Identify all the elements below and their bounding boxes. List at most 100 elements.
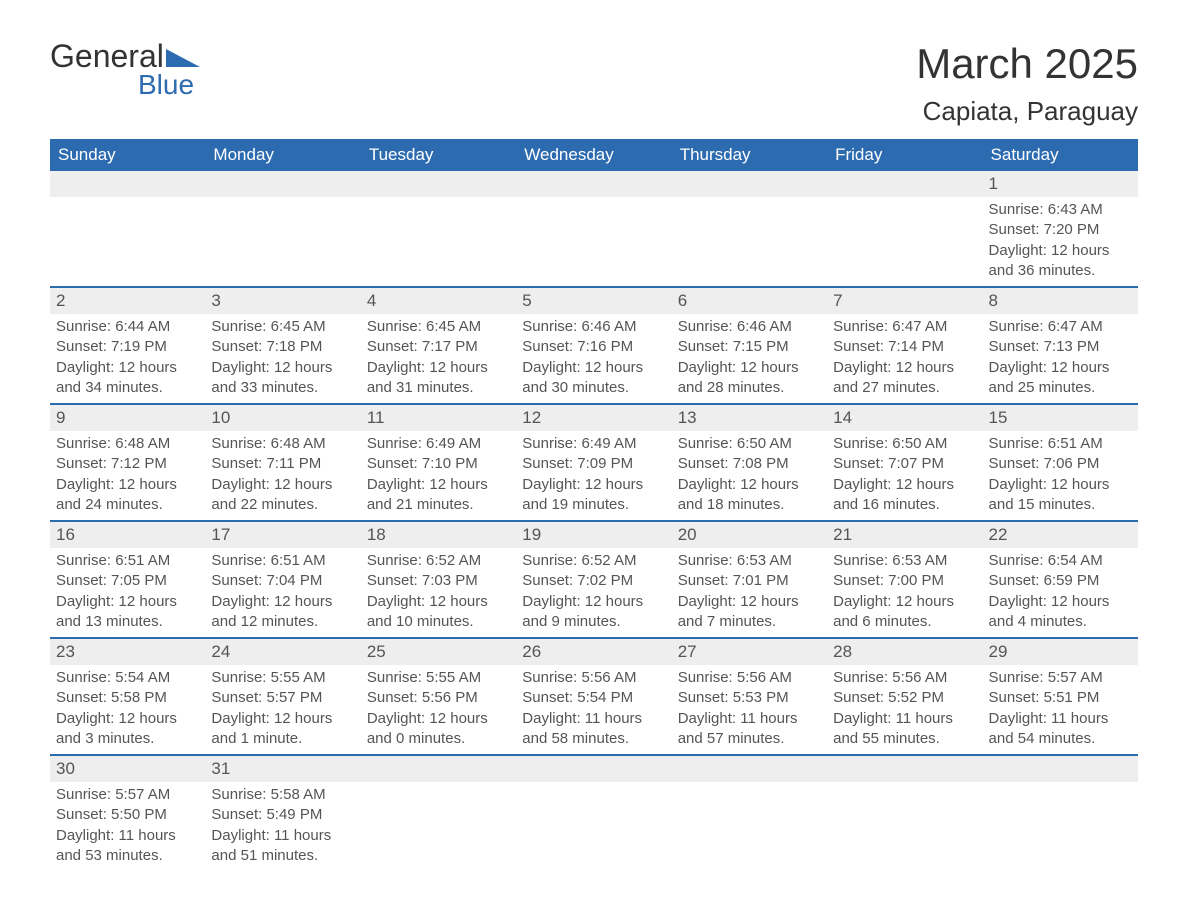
day-info-cell: Sunrise: 6:53 AMSunset: 7:01 PMDaylight:… <box>672 548 827 638</box>
daylight-line: Daylight: 12 hours and 1 minute. <box>211 709 354 750</box>
daylight-line: Daylight: 12 hours and 34 minutes. <box>56 358 199 399</box>
day-info-cell: Sunrise: 6:48 AMSunset: 7:11 PMDaylight:… <box>205 431 360 521</box>
sunrise-line: Sunrise: 6:49 AM <box>367 434 510 454</box>
sunrise-line: Sunrise: 5:58 AM <box>211 785 354 805</box>
sunset-line: Sunset: 7:17 PM <box>367 337 510 357</box>
calendar-body: 1Sunrise: 6:43 AMSunset: 7:20 PMDaylight… <box>50 171 1138 871</box>
sunset-line: Sunset: 7:13 PM <box>989 337 1132 357</box>
sunset-line: Sunset: 7:09 PM <box>522 454 665 474</box>
day-number-cell: 13 <box>672 404 827 431</box>
day-number-cell <box>827 171 982 197</box>
week-info-row: Sunrise: 5:57 AMSunset: 5:50 PMDaylight:… <box>50 782 1138 871</box>
daylight-line: Daylight: 12 hours and 4 minutes. <box>989 592 1132 633</box>
sunrise-line: Sunrise: 6:47 AM <box>833 317 976 337</box>
daylight-line: Daylight: 12 hours and 30 minutes. <box>522 358 665 399</box>
day-info-cell: Sunrise: 5:54 AMSunset: 5:58 PMDaylight:… <box>50 665 205 755</box>
daylight-line: Daylight: 12 hours and 18 minutes. <box>678 475 821 516</box>
calendar-table: SundayMondayTuesdayWednesdayThursdayFrid… <box>50 139 1138 871</box>
sunset-line: Sunset: 7:18 PM <box>211 337 354 357</box>
day-info-cell: Sunrise: 6:47 AMSunset: 7:13 PMDaylight:… <box>983 314 1138 404</box>
day-number-cell <box>516 755 671 782</box>
day-info-cell: Sunrise: 6:45 AMSunset: 7:18 PMDaylight:… <box>205 314 360 404</box>
daylight-line: Daylight: 12 hours and 24 minutes. <box>56 475 199 516</box>
week-daynum-row: 9101112131415 <box>50 404 1138 431</box>
day-number-cell: 22 <box>983 521 1138 548</box>
week-daynum-row: 3031 <box>50 755 1138 782</box>
sunset-line: Sunset: 7:01 PM <box>678 571 821 591</box>
sunset-line: Sunset: 7:20 PM <box>989 220 1132 240</box>
sunset-line: Sunset: 5:49 PM <box>211 805 354 825</box>
daylight-line: Daylight: 12 hours and 33 minutes. <box>211 358 354 399</box>
sunset-line: Sunset: 5:50 PM <box>56 805 199 825</box>
daylight-line: Daylight: 12 hours and 31 minutes. <box>367 358 510 399</box>
sunset-line: Sunset: 7:12 PM <box>56 454 199 474</box>
day-info-cell: Sunrise: 6:48 AMSunset: 7:12 PMDaylight:… <box>50 431 205 521</box>
day-number-cell: 29 <box>983 638 1138 665</box>
sunrise-line: Sunrise: 5:55 AM <box>367 668 510 688</box>
sunset-line: Sunset: 7:02 PM <box>522 571 665 591</box>
day-info-cell: Sunrise: 6:52 AMSunset: 7:02 PMDaylight:… <box>516 548 671 638</box>
logo-triangle-icon <box>166 40 200 72</box>
daylight-line: Daylight: 11 hours and 58 minutes. <box>522 709 665 750</box>
day-info-cell: Sunrise: 5:58 AMSunset: 5:49 PMDaylight:… <box>205 782 360 871</box>
page-title: March 2025 <box>916 40 1138 88</box>
week-info-row: Sunrise: 6:44 AMSunset: 7:19 PMDaylight:… <box>50 314 1138 404</box>
sunrise-line: Sunrise: 6:44 AM <box>56 317 199 337</box>
day-info-cell <box>983 782 1138 871</box>
weekday-header: Tuesday <box>361 139 516 171</box>
sunset-line: Sunset: 7:19 PM <box>56 337 199 357</box>
sunset-line: Sunset: 7:14 PM <box>833 337 976 357</box>
logo-text-bottom: Blue <box>138 72 194 97</box>
day-number-cell: 4 <box>361 287 516 314</box>
weekday-header: Sunday <box>50 139 205 171</box>
day-info-cell: Sunrise: 6:43 AMSunset: 7:20 PMDaylight:… <box>983 197 1138 287</box>
header: General Blue March 2025 Capiata, Paragua… <box>50 40 1138 127</box>
day-number-cell: 19 <box>516 521 671 548</box>
daylight-line: Daylight: 12 hours and 28 minutes. <box>678 358 821 399</box>
day-number-cell: 7 <box>827 287 982 314</box>
week-daynum-row: 23242526272829 <box>50 638 1138 665</box>
sunrise-line: Sunrise: 5:56 AM <box>678 668 821 688</box>
sunrise-line: Sunrise: 6:48 AM <box>56 434 199 454</box>
daylight-line: Daylight: 11 hours and 53 minutes. <box>56 826 199 867</box>
sunrise-line: Sunrise: 6:54 AM <box>989 551 1132 571</box>
sunset-line: Sunset: 7:06 PM <box>989 454 1132 474</box>
day-info-cell: Sunrise: 6:51 AMSunset: 7:04 PMDaylight:… <box>205 548 360 638</box>
sunset-line: Sunset: 7:15 PM <box>678 337 821 357</box>
daylight-line: Daylight: 12 hours and 19 minutes. <box>522 475 665 516</box>
sunset-line: Sunset: 7:03 PM <box>367 571 510 591</box>
week-daynum-row: 1 <box>50 171 1138 197</box>
daylight-line: Daylight: 12 hours and 10 minutes. <box>367 592 510 633</box>
day-info-cell <box>361 197 516 287</box>
daylight-line: Daylight: 12 hours and 9 minutes. <box>522 592 665 633</box>
sunrise-line: Sunrise: 6:43 AM <box>989 200 1132 220</box>
daylight-line: Daylight: 12 hours and 25 minutes. <box>989 358 1132 399</box>
sunrise-line: Sunrise: 6:45 AM <box>211 317 354 337</box>
day-number-cell: 14 <box>827 404 982 431</box>
weekday-header: Friday <box>827 139 982 171</box>
sunset-line: Sunset: 7:10 PM <box>367 454 510 474</box>
day-number-cell: 8 <box>983 287 1138 314</box>
day-number-cell: 31 <box>205 755 360 782</box>
daylight-line: Daylight: 12 hours and 13 minutes. <box>56 592 199 633</box>
sunset-line: Sunset: 6:59 PM <box>989 571 1132 591</box>
day-info-cell: Sunrise: 5:57 AMSunset: 5:50 PMDaylight:… <box>50 782 205 871</box>
day-info-cell: Sunrise: 6:47 AMSunset: 7:14 PMDaylight:… <box>827 314 982 404</box>
day-info-cell: Sunrise: 6:52 AMSunset: 7:03 PMDaylight:… <box>361 548 516 638</box>
sunset-line: Sunset: 7:05 PM <box>56 571 199 591</box>
day-number-cell <box>361 171 516 197</box>
day-info-cell: Sunrise: 6:46 AMSunset: 7:15 PMDaylight:… <box>672 314 827 404</box>
daylight-line: Daylight: 12 hours and 12 minutes. <box>211 592 354 633</box>
daylight-line: Daylight: 11 hours and 51 minutes. <box>211 826 354 867</box>
day-number-cell: 27 <box>672 638 827 665</box>
day-info-cell <box>205 197 360 287</box>
day-number-cell: 2 <box>50 287 205 314</box>
day-number-cell: 6 <box>672 287 827 314</box>
day-info-cell: Sunrise: 6:54 AMSunset: 6:59 PMDaylight:… <box>983 548 1138 638</box>
day-number-cell: 20 <box>672 521 827 548</box>
week-info-row: Sunrise: 6:43 AMSunset: 7:20 PMDaylight:… <box>50 197 1138 287</box>
day-number-cell: 23 <box>50 638 205 665</box>
sunrise-line: Sunrise: 6:50 AM <box>678 434 821 454</box>
daylight-line: Daylight: 11 hours and 55 minutes. <box>833 709 976 750</box>
sunset-line: Sunset: 5:52 PM <box>833 688 976 708</box>
